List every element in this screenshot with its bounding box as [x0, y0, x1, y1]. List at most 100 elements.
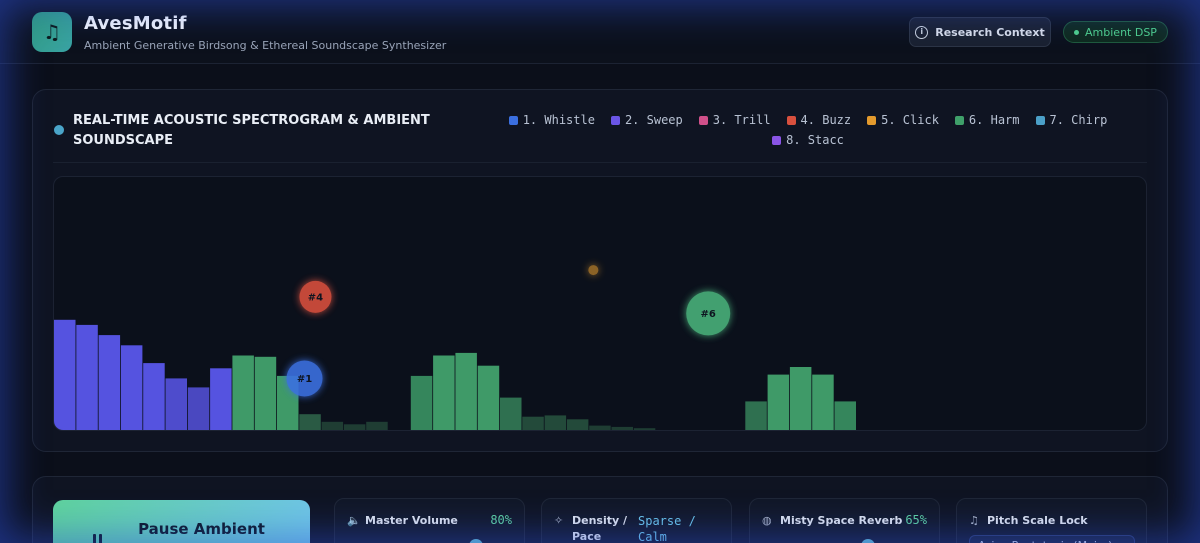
legend-item: 4. Buzz — [786, 111, 852, 129]
reverb-panel: ◍ Misty Space Reverb 65% — [749, 498, 940, 543]
legend-item: 1. Whistle — [508, 111, 595, 129]
spectrum-bar — [589, 425, 611, 430]
spectrum-bar — [433, 355, 455, 430]
bird-voice-label: #6 — [701, 309, 716, 320]
density-panel: ✧ Density / Pace Sparse / Calm — [541, 498, 732, 543]
spectrogram-plot[interactable]: #4 #1 #6 — [53, 176, 1147, 431]
spectrum-bar — [745, 401, 767, 430]
spectrum-bar — [187, 387, 210, 430]
reverb-slider[interactable] — [861, 539, 876, 543]
app-header: ♫ AvesMotif Ambient Generative Birdsong … — [0, 0, 1200, 64]
density-value: Sparse / Calm — [638, 514, 696, 543]
research-context-label: Research Context — [935, 25, 1045, 39]
legend-label: 1. Whistle — [522, 113, 595, 127]
bird-voice-label: #4 — [308, 292, 323, 303]
legend-item: 7. Chirp — [1035, 111, 1108, 129]
reverb-value: 65% — [905, 513, 927, 527]
sparkle-icon: ✧ — [554, 514, 564, 527]
info-icon: i — [915, 25, 929, 39]
spectrogram-card: REAL-TIME ACOUSTIC SPECTROGRAM & AMBIENT… — [32, 89, 1168, 452]
legend-item: 6. Harm — [954, 111, 1020, 129]
music-note-icon: ♫ — [969, 514, 979, 527]
legend-label: 7. Chirp — [1049, 113, 1108, 127]
legend-swatch — [954, 115, 964, 125]
legend-label: 8. Stacc — [786, 133, 844, 147]
bird-voice-marker[interactable] — [299, 280, 332, 313]
spectrum-bar — [500, 397, 522, 430]
legend-swatch — [786, 115, 796, 125]
spectrum-bar — [98, 335, 121, 430]
spectrum-bar — [254, 356, 277, 430]
legend-label: 2. Sweep — [624, 113, 683, 127]
master-volume-panel: 🔈 Master Volume 80% — [334, 498, 525, 543]
legend-swatch — [698, 115, 708, 125]
spectrum-bar — [611, 426, 633, 430]
spectrum-bar — [343, 424, 366, 430]
music-note-icon: ♫ — [43, 20, 61, 44]
legend-swatch — [610, 115, 620, 125]
divider — [53, 162, 1147, 163]
legend-label: 3. Trill — [712, 113, 771, 127]
legend-label: 5. Click — [881, 113, 939, 127]
pitch-label: Pitch Scale Lock — [987, 514, 1088, 527]
spectrogram-title: REAL-TIME ACOUSTIC SPECTROGRAM & AMBIENT… — [73, 113, 430, 148]
spectrum-bar — [120, 345, 143, 430]
spectrum-bar — [767, 374, 790, 430]
legend-label: 6. Harm — [968, 113, 1020, 127]
spectrum-bar — [812, 374, 834, 430]
spectrum-bar — [366, 421, 388, 430]
spectrum-bar — [566, 419, 589, 430]
pause-ambient-button[interactable]: Pause Ambient — [53, 500, 310, 543]
spectrum-bar — [165, 378, 187, 430]
spectrum-bar — [76, 324, 98, 430]
spectrum-bar — [477, 365, 500, 430]
legend-item: 5. Click — [867, 111, 939, 129]
legend-item: 3. Trill — [698, 111, 771, 129]
pitch-panel: ♫ Pitch Scale Lock Avian Pentatonic (Maj… — [956, 498, 1147, 543]
spectrum-bar — [210, 368, 232, 430]
spectrum-bar — [633, 428, 656, 430]
status-badge-label: Ambient DSP — [1085, 25, 1157, 39]
controls-card: Pause Ambient 🔈 Master Volume 80% ✧ Dens… — [32, 476, 1168, 543]
master-volume-label: Master Volume — [365, 514, 458, 527]
bird-voice-marker[interactable] — [686, 291, 731, 336]
legend-swatch — [1035, 115, 1045, 125]
legend-swatch — [867, 115, 877, 125]
bird-voice-marker[interactable] — [286, 360, 323, 397]
master-volume-slider[interactable] — [469, 539, 484, 543]
spectrum-bar — [321, 421, 344, 430]
app-title: AvesMotif — [84, 13, 187, 34]
density-label: Density / Pace — [572, 514, 628, 543]
speaker-icon: 🔈 — [347, 514, 361, 527]
spectrum-bar — [455, 352, 477, 430]
spectrum-bar — [522, 416, 544, 430]
master-volume-value: 80% — [490, 513, 512, 527]
legend-swatch — [772, 135, 782, 145]
spectrum-bar — [544, 415, 567, 430]
live-indicator-icon — [54, 125, 64, 135]
spectrum-bar — [232, 355, 254, 430]
bird-voice-label: #1 — [297, 374, 312, 385]
pause-ambient-label: Pause Ambient — [138, 520, 265, 538]
legend-item: 8. Stacc — [772, 131, 844, 149]
research-context-button[interactable]: i Research Context — [909, 17, 1051, 47]
legend-swatch — [508, 115, 518, 125]
status-badge: Ambient DSP — [1063, 21, 1168, 43]
call-type-legend: 1. Whistle 2. Sweep 3. Trill 4. Buzz 5. Clic… — [498, 111, 1118, 149]
spectrum-bar — [143, 363, 165, 430]
app-subtitle: Ambient Generative Birdsong & Ethereal S… — [84, 39, 447, 52]
bird-voice-marker[interactable] — [588, 265, 599, 276]
pitch-scale-select[interactable]: Avian Pentatonic (Major) — [969, 535, 1135, 543]
globe-icon: ◍ — [762, 514, 772, 527]
legend-label: 4. Buzz — [800, 113, 852, 127]
spectrum-bar — [54, 319, 76, 430]
spectrum-bar — [834, 401, 856, 430]
legend-item: 2. Sweep — [610, 111, 683, 129]
pause-icon — [93, 534, 105, 543]
spectrum-bar — [299, 414, 321, 430]
spectrum-bar — [410, 375, 433, 430]
status-dot-icon — [1074, 29, 1080, 35]
app-logo: ♫ — [32, 12, 72, 52]
spectrum-bar — [789, 367, 812, 430]
spectrogram-canvas: #4 #1 #6 — [54, 265, 856, 430]
